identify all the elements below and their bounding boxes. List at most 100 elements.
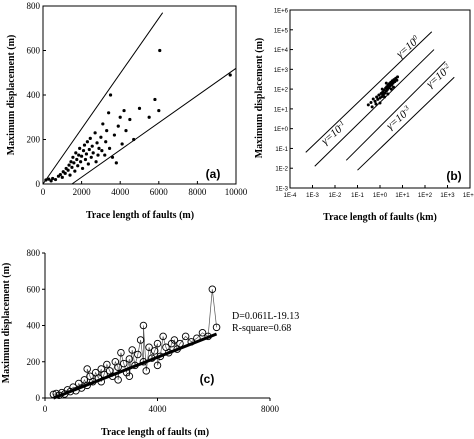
panel-b-point-4: [373, 99, 377, 103]
panel-a-bound-line-1: [71, 67, 237, 185]
panel-a-point-40: [95, 141, 99, 145]
panel-b-point-39: [378, 101, 382, 105]
panel-c-y-tick-label-2: 400: [27, 321, 41, 331]
panel-a-point-65: [157, 108, 161, 113]
panel-a-point-23: [78, 146, 82, 150]
panel-c-point-23: [114, 363, 122, 371]
panel-c-point-49: [198, 329, 207, 337]
gamma-label-2: γ=10-1: [319, 119, 349, 147]
panel-c-x-tick-label-1: 4000: [149, 404, 168, 414]
panel-a-point-60: [128, 117, 132, 122]
panel-b-point-6: [375, 95, 379, 99]
panel-a-x-tick-label-3: 6000: [150, 187, 169, 197]
panel-a-point-7: [60, 175, 64, 179]
panel-c-point-55: [83, 365, 91, 373]
panel-a-point-24: [79, 160, 83, 164]
panel-a-y-ticks: 0 200 400 600 800: [27, 1, 46, 189]
panel-a-point-13: [68, 173, 72, 177]
panel-c-point-43: [170, 336, 179, 344]
panel-a-points: [44, 48, 232, 183]
panel-a-point-51: [108, 93, 113, 97]
panel-c-x-tick-label-0: 0: [43, 404, 48, 414]
panel-a-point-62: [137, 106, 142, 110]
panel-a-point-9: [63, 171, 67, 175]
panel-a-point-16: [71, 155, 75, 159]
panel-b-reference-lines: [305, 31, 455, 171]
panel-b-y-tick-label-9: 1E+6: [274, 9, 289, 15]
panel-c-point-28: [128, 346, 136, 354]
panel-b-x-tick-label-2: 1E-2: [329, 193, 342, 199]
panel-b-y-axis-label: Maximum displacement (m): [254, 38, 265, 159]
panel-a-point-22: [77, 153, 81, 157]
panel-b-gamma-line-2: [345, 61, 446, 161]
panel-b-points: [366, 75, 400, 109]
panel-c-y-tick-label-4: 800: [27, 248, 41, 258]
panel-b-point-0: [366, 103, 370, 107]
panel-c-point-34: [145, 343, 153, 352]
panel-c: 0 4000 8000 0 200 400 600 800 D=0.061L-19.13 R…: [1, 248, 299, 438]
panel-b-point-8: [377, 93, 381, 97]
panel-a-point-31: [85, 140, 89, 144]
panel-a-point-32: [86, 162, 90, 166]
panel-c-x-tick-label-2: 8000: [261, 404, 280, 414]
panel-c-point-33: [142, 367, 150, 375]
panel-a-point-45: [101, 122, 105, 126]
panel-a-point-17: [72, 161, 76, 165]
panel-b-y-tick-label-6: 1E+3: [274, 68, 289, 74]
panel-c-y-tick-label-3: 600: [27, 284, 41, 294]
panel-a-point-0: [44, 178, 48, 182]
panel-a-point-19: [74, 151, 78, 155]
panel-a-x-axis-label: Trace length of faults (m): [86, 210, 194, 221]
panel-b: 1E-41E-31E-21E-11E+01E+11E+21E+31E+4 1E-…: [254, 9, 474, 224]
panel-c-point-19: [103, 360, 111, 369]
panel-b-point-34: [383, 95, 386, 99]
panel-b-x-tick-label-1: 1E-3: [306, 193, 319, 199]
panel-a-point-2: [49, 179, 53, 183]
panel-a-point-53: [112, 133, 117, 137]
panel-a-point-1: [47, 177, 51, 181]
panel-b-y-tick-label-5: 1E+2: [274, 88, 289, 94]
panel-a-point-43: [99, 135, 103, 139]
panel-b-point-3: [371, 97, 375, 101]
panel-c-point-24: [117, 348, 125, 357]
panel-a-point-54: [114, 161, 118, 165]
panel-a-point-18: [73, 169, 77, 173]
panel-b-point-36: [389, 87, 393, 91]
panel-b-label: (b): [446, 169, 461, 183]
panel-b-point-2: [370, 105, 374, 109]
panel-a-point-49: [107, 111, 111, 115]
panel-c-regression-line: [52, 332, 218, 400]
panel-b-point-32: [396, 75, 400, 79]
panel-a-point-59: [124, 129, 128, 133]
panel-a-point-14: [69, 160, 73, 164]
panel-c-point-57: [114, 376, 122, 384]
panel-c-point-52: [212, 323, 221, 332]
panel-a-point-36: [90, 144, 94, 148]
panel-b-x-tick-label-7: 1E+3: [440, 193, 455, 199]
panel-b-x-tick-label-4: 1E+0: [373, 193, 388, 199]
panel-b-point-37: [392, 85, 395, 89]
panel-a-x-tick-label-4: 8000: [188, 187, 207, 197]
panel-c-y-tick-label-0: 0: [36, 393, 41, 403]
panel-a-point-67: [228, 73, 232, 77]
panel-a-point-4: [53, 177, 58, 182]
panel-c-y-axis-label: Maximum displacement (m): [1, 263, 12, 384]
panel-a-point-44: [100, 149, 104, 153]
panel-a-x-tick-label-5: 10000: [225, 187, 248, 197]
panel-b-point-31: [395, 78, 399, 82]
panel-a-point-28: [82, 143, 87, 147]
panel-a-point-38: [93, 131, 97, 135]
panel-b-point-38: [384, 81, 388, 85]
panel-b-point-5: [374, 102, 378, 106]
panel-b-y-tick-label-4: 1E+1: [274, 107, 289, 113]
panel-c-point-31: [136, 336, 145, 344]
panel-c-y-tick-label-1: 200: [27, 357, 41, 367]
panel-a-point-66: [158, 48, 162, 53]
panel-a-point-46: [103, 153, 107, 157]
panel-a-point-29: [83, 157, 88, 162]
panel-b-y-tick-label-2: 1E-1: [275, 147, 288, 153]
panel-a-point-25: [80, 154, 84, 158]
panel-b-x-ticks: 1E-4 1E-3 1E-2 1E-1 1E+0 1E+1 1E+2 1E+3 1E+4: [284, 185, 474, 199]
panel-a-y-tick-label-2: 400: [27, 90, 41, 100]
